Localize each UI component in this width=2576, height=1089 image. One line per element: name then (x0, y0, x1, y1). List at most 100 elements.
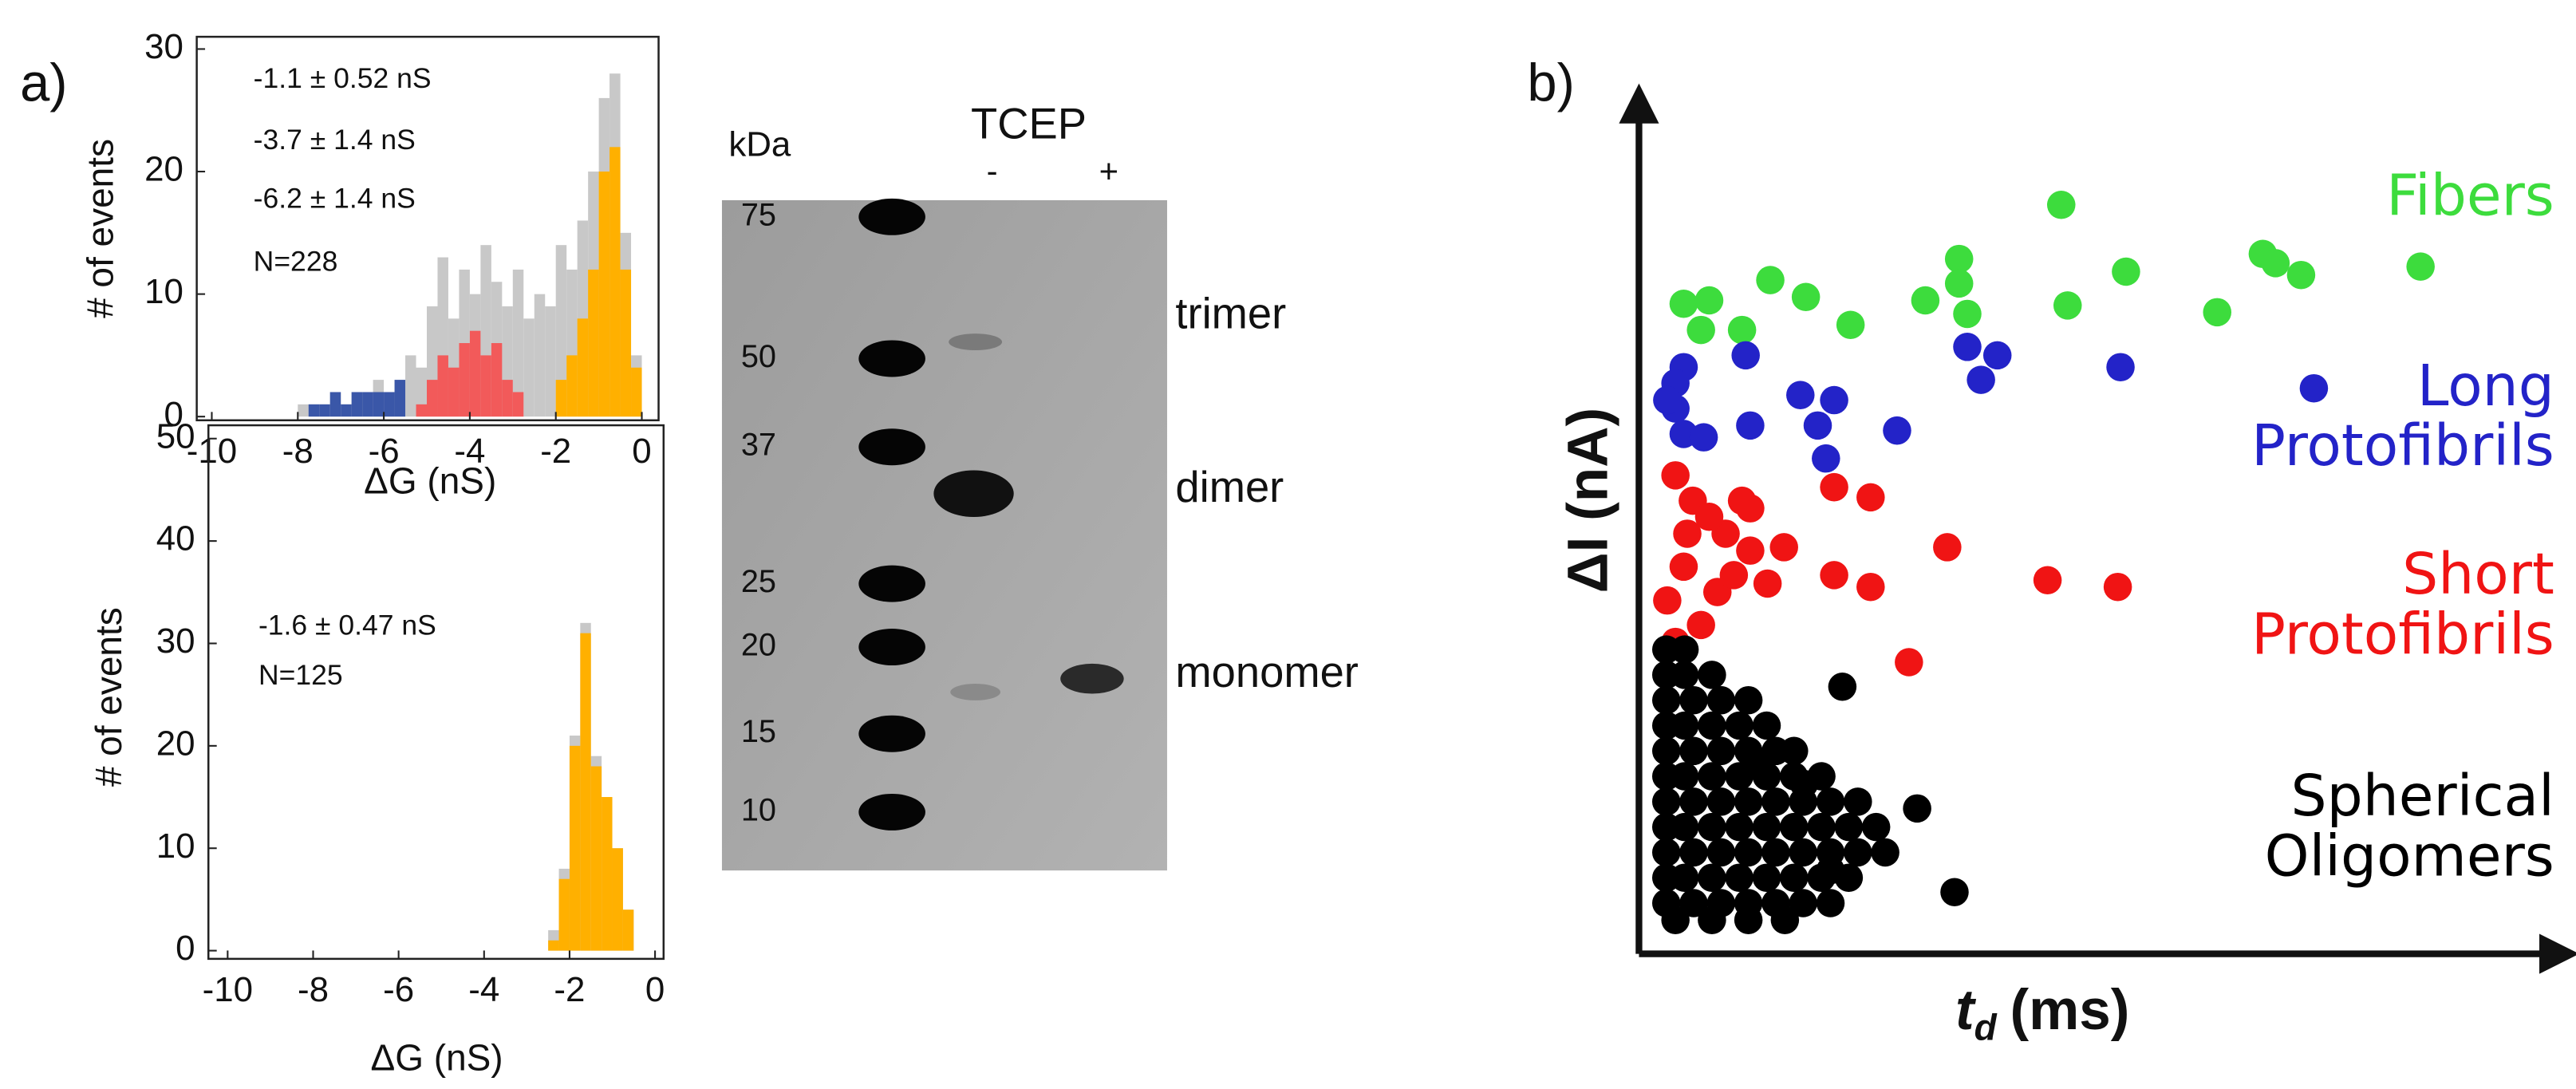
y-tick-label: 10 (144, 272, 183, 311)
y-tick-label: 30 (156, 621, 195, 661)
scatter-point (1856, 483, 1885, 512)
scatter-point (1967, 365, 1995, 394)
y-tick-label: 10 (156, 827, 195, 866)
scatter-point (1727, 315, 1757, 345)
scatter-point (1752, 863, 1781, 892)
scatter-point (1856, 572, 1885, 602)
histogram-bar (566, 355, 578, 417)
y-axis-label: # of events (80, 139, 121, 318)
scatter-point (1933, 533, 1962, 562)
histogram-bar (405, 355, 416, 417)
x-axis-label-subscript: d (1974, 1007, 1998, 1048)
scatter-point (1770, 906, 1800, 934)
scatter-point (1731, 341, 1760, 370)
scatter-point (1761, 838, 1790, 867)
histogram-bar (602, 797, 613, 951)
histogram-bar (437, 355, 448, 417)
scatter-point (1944, 244, 1974, 274)
scatter-point (1679, 838, 1708, 867)
histogram-bar (394, 380, 406, 417)
x-tick-label: 0 (645, 970, 665, 1009)
scatter-point (1734, 787, 1763, 816)
lane-label: + (1099, 152, 1118, 190)
sample-band (933, 470, 1014, 518)
scatter-point (1706, 787, 1736, 816)
marker-label: 25 (741, 564, 776, 599)
scatter-point (1736, 411, 1765, 440)
scatter-point (1812, 444, 1840, 473)
histogram-bar (384, 392, 395, 417)
ladder-band (858, 629, 925, 666)
legend-entry-box: Spherical Oligomers (2264, 767, 2554, 891)
y-tick-label: 0 (164, 395, 183, 434)
scatter-point (1786, 381, 1815, 409)
sample-band (950, 684, 1000, 700)
scatter-point (1780, 863, 1809, 892)
scatter-point (2046, 191, 2076, 219)
scatter-point (1820, 561, 1848, 590)
histogram-bar (512, 392, 524, 417)
scatter-point (1725, 711, 1753, 740)
marker-label: 15 (741, 714, 776, 749)
histogram-bar (555, 245, 567, 417)
histogram-bar (416, 404, 427, 417)
scatter-point (1669, 289, 1698, 318)
scatter-point (1745, 749, 1774, 778)
legend-entry: Fibers (2386, 167, 2554, 231)
x-tick-label: -2 (554, 970, 585, 1009)
x-tick-label: 0 (632, 432, 651, 471)
legend-entry-box: Short Protofibrils (2251, 546, 2554, 665)
panel-label: a) (20, 53, 67, 112)
y-tick-label: 20 (144, 150, 183, 189)
scatter-point (1895, 648, 1923, 677)
histogram-bar (341, 404, 352, 417)
scatter-point (2112, 257, 2140, 286)
ladder-band (858, 340, 925, 377)
scatter-point (1953, 333, 1982, 361)
histogram-bar (631, 367, 642, 417)
scatter-point (1791, 282, 1821, 312)
scatter-point (1820, 385, 1848, 415)
scatter-point (1816, 889, 1845, 917)
plot-frame (195, 35, 660, 422)
scatter-point (1698, 661, 1726, 689)
y-axis-label: ΔI (nA) (1557, 408, 1620, 594)
scatter-point (1789, 838, 1817, 867)
histogram-bar (612, 848, 623, 951)
scatter-point (1725, 863, 1753, 892)
y-tick-label: 0 (176, 929, 195, 968)
legend-entry: Long Protofibrils (2251, 357, 2554, 481)
legend-entry-box: Fibers (2386, 167, 2554, 231)
scatter-point (1734, 838, 1763, 867)
scatter-point (1736, 494, 1765, 523)
x-tick-label: -2 (540, 432, 571, 471)
scatter-point (1651, 685, 1681, 715)
scatter-point (1670, 711, 1699, 740)
scatter-point (1816, 855, 1845, 885)
scatter-point (1679, 787, 1708, 816)
x-tick-label: -4 (468, 970, 499, 1009)
scatter-point (1670, 762, 1699, 791)
histogram-bar (480, 355, 491, 417)
histogram-bar (319, 404, 330, 417)
scatter-point (1670, 863, 1699, 892)
gel-unit: kDa (728, 125, 791, 164)
annotation: -3.7 ± 1.4 nS (254, 124, 416, 156)
legend-entry: Spherical Oligomers (2264, 767, 2554, 891)
scatter-point (1670, 635, 1699, 664)
histogram-bar (329, 392, 341, 417)
gel-reagent: TCEP (971, 99, 1087, 148)
scatter-point (1694, 286, 1724, 315)
x-tick-label: -8 (282, 432, 314, 471)
scatter-point (1719, 561, 1749, 590)
scatter-point (1653, 586, 1682, 615)
histogram-bar (558, 878, 570, 951)
plot-frame (207, 424, 665, 961)
scatter-point (1698, 762, 1726, 791)
scatter-point (1982, 341, 2012, 370)
histogram-bar (469, 330, 481, 417)
scatter-point (1756, 266, 1785, 294)
x-axis-label-group: td (ms) (1955, 979, 2130, 1048)
scatter-point (1844, 838, 1872, 867)
scatter-point (2286, 260, 2316, 290)
